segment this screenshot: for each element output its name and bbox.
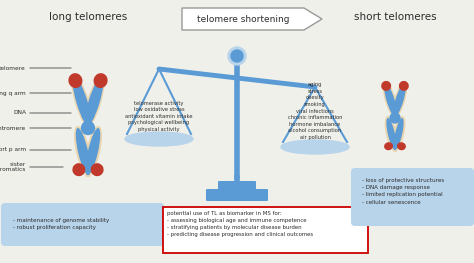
- Text: - maintenance of genome stability
- robust proliferation capacity: - maintenance of genome stability - robu…: [13, 218, 109, 230]
- Ellipse shape: [83, 75, 105, 129]
- Ellipse shape: [68, 73, 82, 88]
- Text: short p arm: short p arm: [0, 148, 26, 153]
- Ellipse shape: [393, 83, 406, 118]
- Ellipse shape: [125, 132, 193, 146]
- Text: long telomeres: long telomeres: [49, 12, 127, 22]
- Ellipse shape: [93, 73, 108, 88]
- Ellipse shape: [76, 128, 91, 175]
- Text: aging
stress
obesity
smoking
viral infections
chronic inflammation
hormone imbal: aging stress obesity smoking viral infec…: [288, 82, 342, 140]
- FancyBboxPatch shape: [218, 181, 256, 193]
- Text: DNA: DNA: [13, 110, 26, 115]
- Ellipse shape: [281, 140, 349, 154]
- Ellipse shape: [392, 81, 407, 119]
- FancyBboxPatch shape: [206, 189, 268, 201]
- Ellipse shape: [381, 81, 391, 91]
- Text: centromere: centromere: [0, 125, 26, 130]
- Ellipse shape: [73, 163, 85, 176]
- Ellipse shape: [390, 113, 400, 123]
- Text: sister
chromatics: sister chromatics: [0, 161, 26, 173]
- Ellipse shape: [74, 126, 92, 177]
- Circle shape: [231, 50, 243, 62]
- Ellipse shape: [384, 116, 398, 152]
- Ellipse shape: [386, 118, 396, 150]
- Ellipse shape: [383, 81, 399, 119]
- FancyBboxPatch shape: [163, 207, 368, 253]
- Ellipse shape: [82, 122, 94, 134]
- Polygon shape: [182, 8, 322, 30]
- FancyBboxPatch shape: [1, 203, 164, 246]
- FancyBboxPatch shape: [351, 168, 474, 226]
- Ellipse shape: [393, 118, 404, 150]
- Ellipse shape: [384, 83, 397, 118]
- Ellipse shape: [384, 142, 393, 150]
- Circle shape: [228, 47, 246, 65]
- Text: short telomeres: short telomeres: [354, 12, 436, 22]
- Ellipse shape: [91, 163, 104, 176]
- Ellipse shape: [392, 116, 405, 152]
- Text: telomerase activity
low oxidative stress
antioxidant vitamin intake
psychologica: telomerase activity low oxidative stress…: [125, 101, 193, 132]
- Ellipse shape: [73, 77, 91, 127]
- Ellipse shape: [86, 128, 100, 175]
- Text: telomere shortening: telomere shortening: [197, 15, 289, 24]
- Text: - loss of protective structures
- DNA damage response
- limited replication pote: - loss of protective structures - DNA da…: [362, 178, 444, 205]
- Ellipse shape: [85, 77, 103, 127]
- Text: long q arm: long q arm: [0, 90, 26, 95]
- Text: potential use of TL as biomarker in MS for:
- assessing biological age and immun: potential use of TL as biomarker in MS f…: [167, 211, 313, 237]
- Ellipse shape: [84, 126, 102, 177]
- Ellipse shape: [71, 75, 92, 129]
- Text: telomere: telomere: [0, 65, 26, 70]
- Ellipse shape: [399, 81, 409, 91]
- Ellipse shape: [397, 142, 406, 150]
